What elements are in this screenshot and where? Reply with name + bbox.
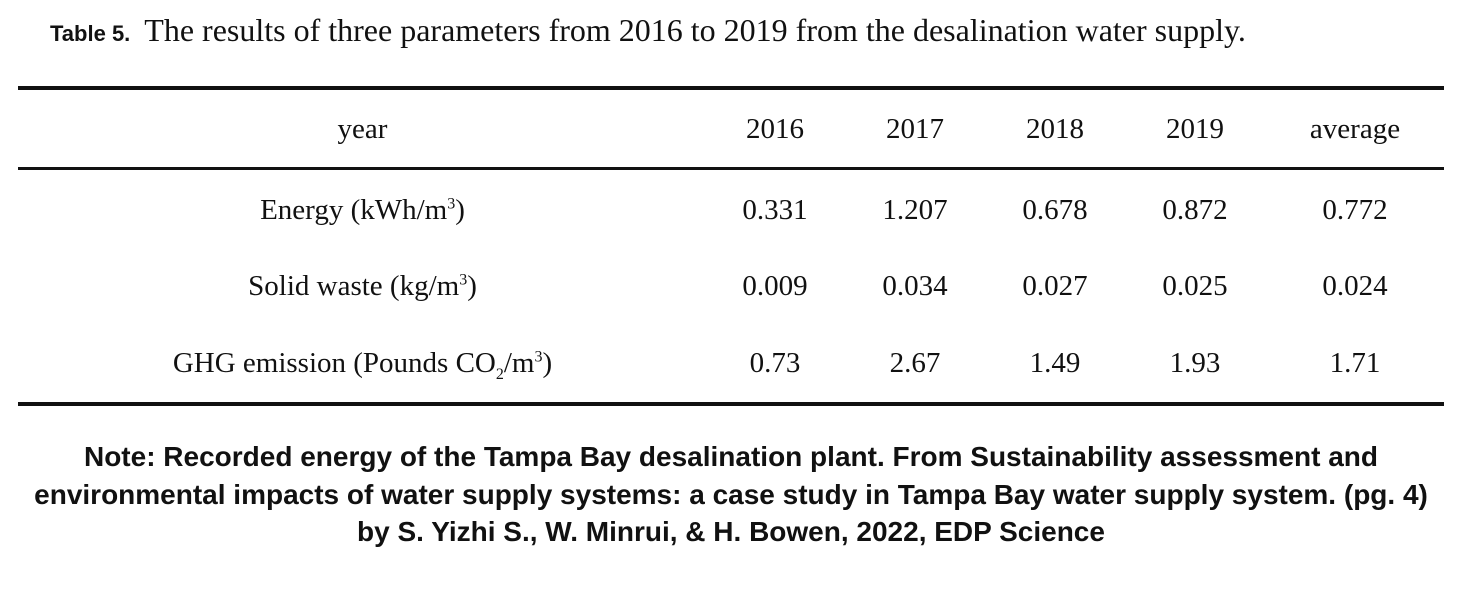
row-label-ghg-sub: 2	[495, 365, 504, 383]
row-label-solid-waste: Solid waste (kg/m3)	[120, 268, 605, 304]
table-cell: 0.73	[749, 347, 801, 379]
row-label-ghg-close: )	[542, 347, 553, 379]
row-label-ghg-text: GHG emission (Pounds CO	[172, 347, 496, 379]
row-label-energy-close: )	[455, 194, 465, 226]
table-caption-label: Table 5.	[50, 21, 131, 46]
table-cell: 1.49	[1029, 347, 1081, 379]
table-note: Note: Recorded energy of the Tampa Bay d…	[34, 441, 1428, 547]
row-label-ghg-unit: /m	[503, 347, 535, 379]
table-cell: 2.67	[889, 347, 941, 379]
row-label-solid-waste-close: )	[467, 270, 477, 302]
header-2017: 2017	[886, 113, 944, 145]
table-cell: 0.024	[1322, 270, 1388, 302]
table-caption-text: The results of three parameters from 201…	[144, 12, 1246, 48]
table-cell: 0.872	[1162, 194, 1228, 226]
table-header-rule	[18, 167, 1444, 170]
row-label-ghg-emission: GHG emission (Pounds CO2/m3)	[120, 345, 605, 383]
row-label-energy-text: Energy (kWh/m	[260, 194, 448, 226]
row-label-solid-waste-sup: 3	[459, 271, 468, 289]
row-label-solid-waste-text: Solid waste (kg/m	[248, 270, 460, 302]
header-2019: 2019	[1166, 113, 1224, 145]
table-caption: Table 5. The results of three parameters …	[50, 12, 1450, 49]
table-cell: 1.71	[1329, 347, 1381, 379]
table-cell: 0.025	[1162, 270, 1228, 302]
table-bottom-rule	[18, 402, 1444, 406]
header-2018: 2018	[1026, 113, 1084, 145]
header-2016: 2016	[746, 113, 804, 145]
table-cell: 1.207	[882, 194, 948, 226]
row-label-ghg-sup: 3	[534, 348, 543, 366]
header-year: year	[337, 113, 388, 145]
row-label-energy-sup: 3	[447, 195, 456, 213]
table-cell: 0.027	[1022, 270, 1088, 302]
table-top-rule	[18, 86, 1444, 90]
table-cell: 0.009	[742, 270, 808, 302]
header-average: average	[1309, 113, 1401, 145]
table-cell: 1.93	[1169, 347, 1221, 379]
table-cell: 0.678	[1022, 194, 1088, 226]
row-label-energy: Energy (kWh/m3)	[120, 192, 605, 228]
table-cell: 0.772	[1322, 194, 1388, 226]
table-cell: 0.331	[742, 194, 808, 226]
table-cell: 0.034	[882, 270, 948, 302]
